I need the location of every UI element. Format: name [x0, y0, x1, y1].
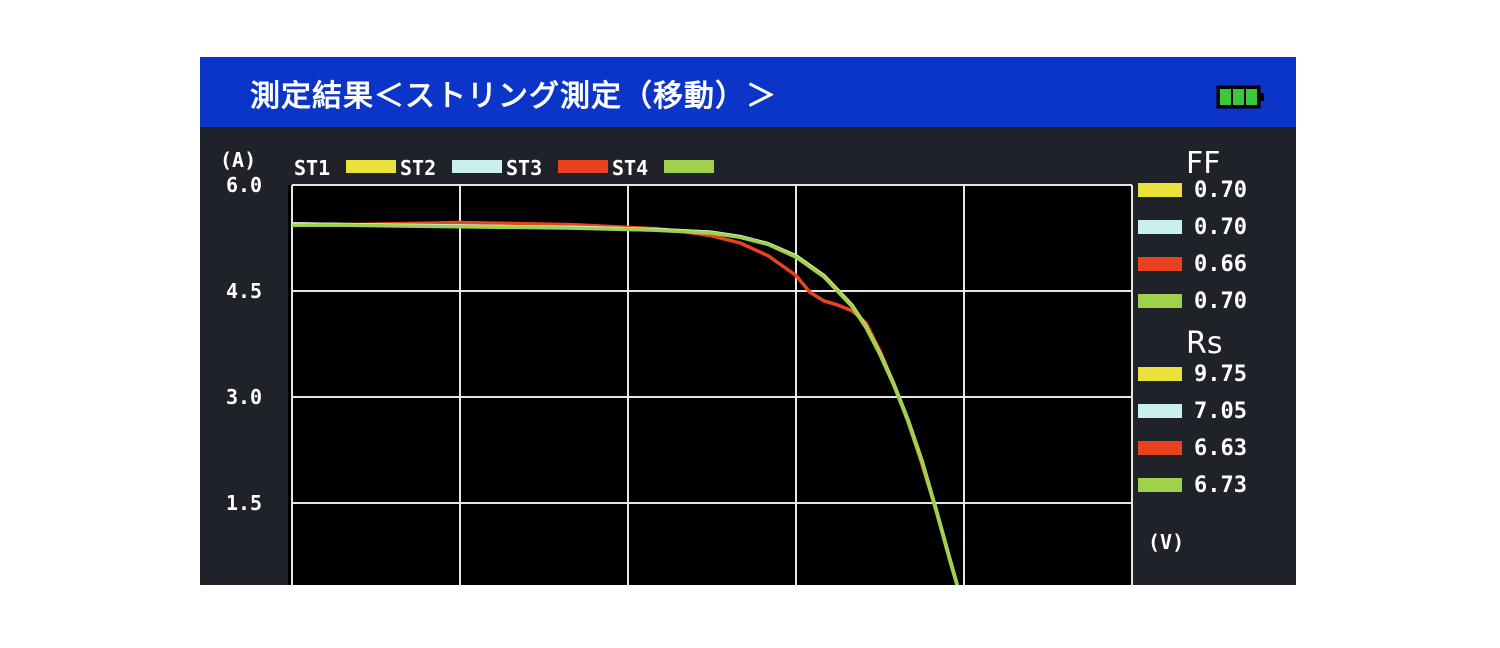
legend-swatch-st3 [558, 160, 608, 173]
stat-swatch-st1 [1138, 183, 1182, 197]
stat-swatch-st3 [1138, 257, 1182, 271]
grid [291, 184, 1133, 585]
stat-value-st3: 6.63 [1194, 436, 1247, 461]
stat-value-st2: 7.05 [1194, 399, 1247, 424]
stat-swatch-st2 [1138, 220, 1182, 234]
measurement-screen: 測定結果＜ストリング測定（移動）＞ (A) (V) 6.04.53.01.50 … [200, 57, 1296, 585]
y-axis-label: (A) [220, 148, 256, 172]
stat-value-st3: 0.66 [1194, 252, 1247, 277]
legend-swatch-st1 [346, 160, 396, 173]
stat-swatch-st1 [1138, 367, 1182, 381]
rs-values: 9.75 7.05 6.63 6.73 [1138, 362, 1247, 498]
series-line-st4 [292, 223, 959, 585]
ff-values: 0.70 0.70 0.66 0.70 [1138, 178, 1247, 314]
stats-panel: FF Rs 0.70 0.70 0.66 0.70 9.75 7.05 6.63 6.73 [1138, 146, 1247, 498]
stat-swatch-st4 [1138, 294, 1182, 308]
stat-swatch-st2 [1138, 404, 1182, 418]
stat-value-st2: 0.70 [1194, 215, 1247, 240]
y-tick-label: 6.0 [226, 173, 262, 197]
ff-label: FF [1186, 146, 1221, 181]
stat-value-st4: 6.73 [1194, 473, 1247, 498]
battery-full-icon [1216, 85, 1264, 109]
stat-value-st1: 0.70 [1194, 178, 1247, 203]
rs-label: Rs [1186, 326, 1222, 361]
stat-value-st1: 9.75 [1194, 362, 1247, 387]
axis-labels: (A) (V) [220, 148, 1184, 554]
y-tick-labels: 6.04.53.01.50 [226, 173, 262, 515]
page-title: 測定結果＜ストリング測定（移動）＞ [250, 79, 777, 114]
legend-swatch-st2 [452, 160, 502, 173]
legend-swatch-st4 [664, 160, 714, 173]
legend: ST1 ST2 ST3 ST4 [294, 156, 714, 180]
x-axis-label: (V) [1148, 530, 1184, 554]
iv-curve-chart: (A) (V) 6.04.53.01.50 60120180240300 ST1… [220, 146, 1247, 585]
legend-label-st3: ST3 [506, 156, 542, 180]
title-bar: 測定結果＜ストリング測定（移動）＞ [200, 57, 1296, 127]
y-tick-label: 3.0 [226, 385, 262, 409]
series-layer [291, 220, 960, 585]
stat-value-st4: 0.70 [1194, 289, 1247, 314]
stat-swatch-st3 [1138, 441, 1182, 455]
legend-label-st2: ST2 [400, 156, 436, 180]
plot-area [288, 185, 1132, 585]
y-tick-label: 1.5 [226, 491, 262, 515]
legend-label-st4: ST4 [612, 156, 648, 180]
stat-swatch-st4 [1138, 478, 1182, 492]
y-tick-label: 4.5 [226, 279, 262, 303]
legend-label-st1: ST1 [294, 156, 330, 180]
